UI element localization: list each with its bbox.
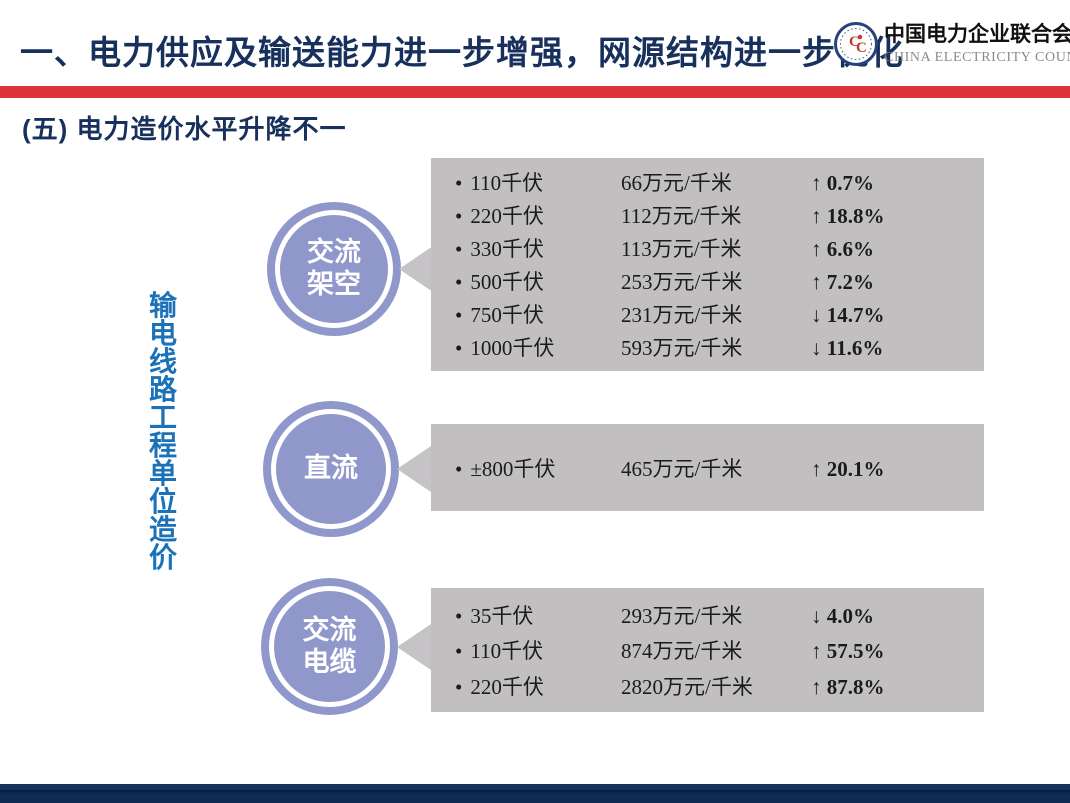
table-row: • 220千伏 112万元/千米 ↑ 18.8%: [431, 200, 984, 230]
header-divider-bar: [0, 86, 1070, 98]
bullet-icon: •: [455, 204, 463, 228]
table-row: • 330千伏 113万元/千米 ↑ 6.6%: [431, 233, 984, 263]
voltage-value: 220千伏: [470, 204, 544, 228]
data-box-ac-overhead: • 110千伏 66万元/千米 ↑ 0.7% • 220千伏 112万元/千米 ↑ …: [431, 158, 984, 371]
voltage-value: 110千伏: [470, 171, 544, 195]
voltage-value: ±800千伏: [470, 456, 556, 481]
change-value: ↑ 57.5%: [811, 639, 885, 663]
change-value: ↑ 0.7%: [811, 171, 874, 195]
voltage-value: 330千伏: [470, 237, 544, 261]
cec-logo-text: 中国电力企业联合会 CHINA ELECTRICITY COUNCIL: [884, 20, 1070, 66]
change-value: ↑ 7.2%: [811, 270, 874, 294]
voltage-value: 220千伏: [470, 674, 544, 699]
voltage-value: 750千伏: [470, 303, 544, 327]
cost-value: 113万元/千米: [621, 237, 742, 261]
cost-value: 66万元/千米: [621, 171, 732, 195]
table-row: • 110千伏 874万元/千米 ↑ 57.5%: [431, 635, 984, 665]
voltage-value: 35千伏: [470, 603, 534, 628]
table-row: • 500千伏 253万元/千米 ↑ 7.2%: [431, 266, 984, 296]
table-row: • 110千伏 66万元/千米 ↑ 0.7%: [431, 167, 984, 197]
table-row: • ±800千伏 465万元/千米 ↑ 20.1%: [431, 453, 984, 483]
category-circle-ac-cable: 交流电缆: [261, 578, 398, 715]
category-circle-dc: 直流: [263, 401, 399, 537]
cost-value: 293万元/千米: [621, 603, 743, 628]
category-circle-label: 交流架空: [307, 237, 361, 299]
section-title: (五) 电力造价水平升降不一: [22, 114, 347, 144]
bullet-icon: •: [455, 456, 463, 481]
table-row: • 35千伏 293万元/千米 ↓ 4.0%: [431, 600, 984, 630]
bullet-icon: •: [455, 674, 463, 699]
callout-arrow: [399, 246, 433, 292]
cost-value: 112万元/千米: [621, 204, 742, 228]
cost-value: 593万元/千米: [621, 336, 743, 360]
cost-value: 2820万元/千米: [621, 674, 753, 699]
svg-text:C: C: [849, 34, 860, 50]
voltage-value: 1000千伏: [470, 336, 555, 360]
category-circle-label: 交流电缆: [302, 614, 357, 677]
category-circle-label: 直流: [304, 453, 358, 484]
category-circle-ac-overhead: 交流架空: [267, 202, 401, 336]
cost-value: 231万元/千米: [621, 303, 743, 327]
footer-bar: [0, 784, 1070, 803]
bullet-icon: •: [455, 336, 463, 360]
table-row: • 220千伏 2820万元/千米 ↑ 87.8%: [431, 671, 984, 701]
data-box-dc: • ±800千伏 465万元/千米 ↑ 20.1%: [431, 424, 984, 511]
logo-name-en: CHINA ELECTRICITY COUNCIL: [884, 50, 1070, 65]
bullet-icon: •: [455, 171, 463, 195]
bullet-icon: •: [455, 237, 463, 261]
change-value: ↑ 6.6%: [811, 237, 874, 261]
change-value: ↑ 18.8%: [811, 204, 885, 228]
bullet-icon: •: [455, 270, 463, 294]
bullet-icon: •: [455, 639, 463, 663]
bullet-icon: •: [455, 603, 463, 628]
table-row: • 750千伏 231万元/千米 ↓ 14.7%: [431, 299, 984, 329]
cost-value: 253万元/千米: [621, 270, 743, 294]
callout-arrow: [397, 624, 431, 670]
svg-text:C: C: [856, 40, 867, 56]
change-value: ↑ 20.1%: [811, 456, 885, 481]
change-value: ↓ 14.7%: [811, 303, 885, 327]
change-value: ↑ 87.8%: [811, 674, 885, 699]
cec-logo-icon: C C: [834, 22, 878, 66]
voltage-value: 110千伏: [470, 639, 544, 663]
cec-logo: C C 中国电力企业联合会 CHINA ELECTRICITY COUNCIL: [834, 20, 1070, 66]
voltage-value: 500千伏: [470, 270, 544, 294]
table-row: • 1000千伏 593万元/千米 ↓ 11.6%: [431, 332, 984, 362]
side-label-vertical: 输电线路工程单位造价: [148, 290, 177, 573]
data-box-ac-cable: • 35千伏 293万元/千米 ↓ 4.0% • 110千伏 874万元/千米 ↑ …: [431, 588, 984, 712]
change-value: ↓ 11.6%: [811, 336, 884, 360]
cost-value: 874万元/千米: [621, 639, 743, 663]
cost-value: 465万元/千米: [621, 456, 743, 481]
page-title: 一、电力供应及输送能力进一步增强，网源结构进一步优化: [20, 34, 904, 71]
bullet-icon: •: [455, 303, 463, 327]
change-value: ↓ 4.0%: [811, 603, 874, 628]
logo-name-cn: 中国电力企业联合会: [884, 23, 1070, 46]
callout-arrow: [397, 446, 431, 492]
